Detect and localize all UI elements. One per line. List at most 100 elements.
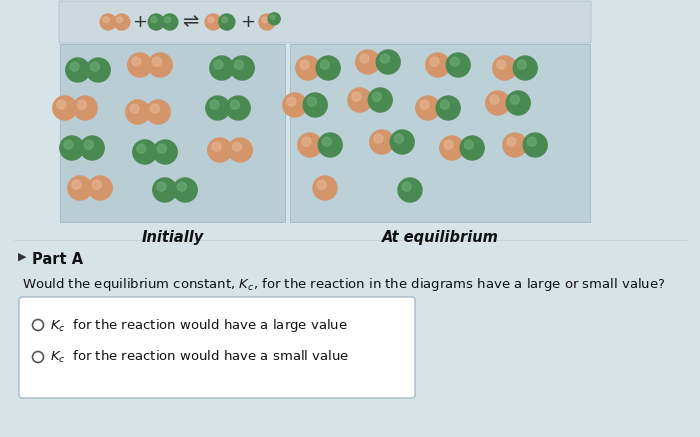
- Circle shape: [70, 62, 79, 71]
- FancyBboxPatch shape: [290, 44, 590, 222]
- Circle shape: [517, 60, 526, 69]
- Circle shape: [32, 319, 43, 330]
- Circle shape: [68, 176, 92, 200]
- Text: $K_c$  for the reaction would have a large value: $K_c$ for the reaction would have a larg…: [50, 316, 348, 333]
- Circle shape: [420, 100, 429, 109]
- Circle shape: [523, 133, 547, 157]
- Circle shape: [137, 144, 146, 153]
- Circle shape: [212, 142, 221, 151]
- Circle shape: [436, 96, 460, 120]
- Circle shape: [210, 56, 234, 80]
- Circle shape: [303, 93, 327, 117]
- Text: $K_c$  for the reaction would have a small value: $K_c$ for the reaction would have a smal…: [50, 349, 349, 365]
- Circle shape: [232, 142, 241, 151]
- Circle shape: [221, 17, 228, 23]
- Text: Part A: Part A: [32, 252, 83, 267]
- Circle shape: [77, 100, 86, 109]
- Circle shape: [64, 140, 73, 149]
- Text: At equilibrium: At equilibrium: [382, 230, 498, 245]
- Circle shape: [208, 17, 214, 23]
- Text: $\rightleftharpoons$: $\rightleftharpoons$: [179, 13, 201, 31]
- Circle shape: [460, 136, 484, 160]
- Circle shape: [230, 56, 254, 80]
- Circle shape: [318, 133, 342, 157]
- Circle shape: [86, 58, 110, 82]
- Circle shape: [298, 133, 322, 157]
- Circle shape: [360, 54, 369, 63]
- Circle shape: [57, 100, 66, 109]
- Circle shape: [296, 56, 320, 80]
- Circle shape: [464, 140, 473, 149]
- Circle shape: [132, 57, 141, 66]
- FancyBboxPatch shape: [19, 297, 415, 398]
- Circle shape: [226, 96, 250, 120]
- Circle shape: [316, 56, 340, 80]
- Circle shape: [402, 182, 411, 191]
- Circle shape: [214, 60, 223, 69]
- Circle shape: [157, 182, 166, 191]
- Circle shape: [205, 14, 221, 30]
- Circle shape: [259, 14, 275, 30]
- Circle shape: [490, 95, 499, 104]
- Circle shape: [92, 180, 102, 189]
- Circle shape: [527, 137, 536, 146]
- Circle shape: [72, 180, 81, 189]
- Circle shape: [206, 96, 230, 120]
- Circle shape: [493, 56, 517, 80]
- Circle shape: [374, 134, 383, 143]
- Circle shape: [84, 140, 93, 149]
- Circle shape: [507, 137, 516, 146]
- Text: Would the equilibrium constant, $K_c$, for the reaction in the diagrams have a l: Would the equilibrium constant, $K_c$, f…: [22, 276, 666, 293]
- Circle shape: [228, 138, 252, 162]
- Circle shape: [88, 176, 112, 200]
- Circle shape: [444, 140, 453, 149]
- Circle shape: [133, 140, 157, 164]
- Circle shape: [356, 50, 380, 74]
- FancyBboxPatch shape: [60, 44, 285, 222]
- Circle shape: [313, 176, 337, 200]
- Circle shape: [370, 130, 394, 154]
- Circle shape: [317, 180, 326, 189]
- Text: Initially: Initially: [141, 230, 204, 245]
- Circle shape: [446, 53, 470, 77]
- Circle shape: [287, 97, 296, 106]
- Circle shape: [162, 14, 178, 30]
- Circle shape: [148, 53, 172, 77]
- Circle shape: [150, 104, 160, 113]
- Circle shape: [510, 95, 519, 104]
- Circle shape: [153, 178, 177, 202]
- Circle shape: [416, 96, 440, 120]
- Text: +: +: [241, 13, 256, 31]
- Circle shape: [380, 54, 389, 63]
- Circle shape: [66, 58, 90, 82]
- Circle shape: [262, 17, 268, 23]
- Circle shape: [321, 60, 330, 69]
- Circle shape: [60, 136, 84, 160]
- Circle shape: [497, 60, 506, 69]
- Circle shape: [114, 14, 130, 30]
- Text: ▶: ▶: [18, 252, 27, 262]
- Circle shape: [376, 50, 400, 74]
- Circle shape: [80, 136, 104, 160]
- Circle shape: [398, 178, 422, 202]
- Circle shape: [173, 178, 197, 202]
- Circle shape: [158, 144, 167, 153]
- Circle shape: [503, 133, 527, 157]
- Circle shape: [426, 53, 450, 77]
- Circle shape: [153, 57, 162, 66]
- Circle shape: [74, 96, 97, 120]
- Circle shape: [283, 93, 307, 117]
- Circle shape: [307, 97, 316, 106]
- Circle shape: [90, 62, 99, 71]
- Circle shape: [130, 104, 139, 113]
- Circle shape: [390, 130, 414, 154]
- Circle shape: [103, 17, 109, 23]
- Circle shape: [348, 88, 372, 112]
- Circle shape: [450, 57, 459, 66]
- Circle shape: [208, 138, 232, 162]
- Circle shape: [219, 14, 234, 30]
- Circle shape: [300, 60, 309, 69]
- Circle shape: [513, 56, 537, 80]
- Circle shape: [100, 14, 116, 30]
- Circle shape: [234, 60, 244, 69]
